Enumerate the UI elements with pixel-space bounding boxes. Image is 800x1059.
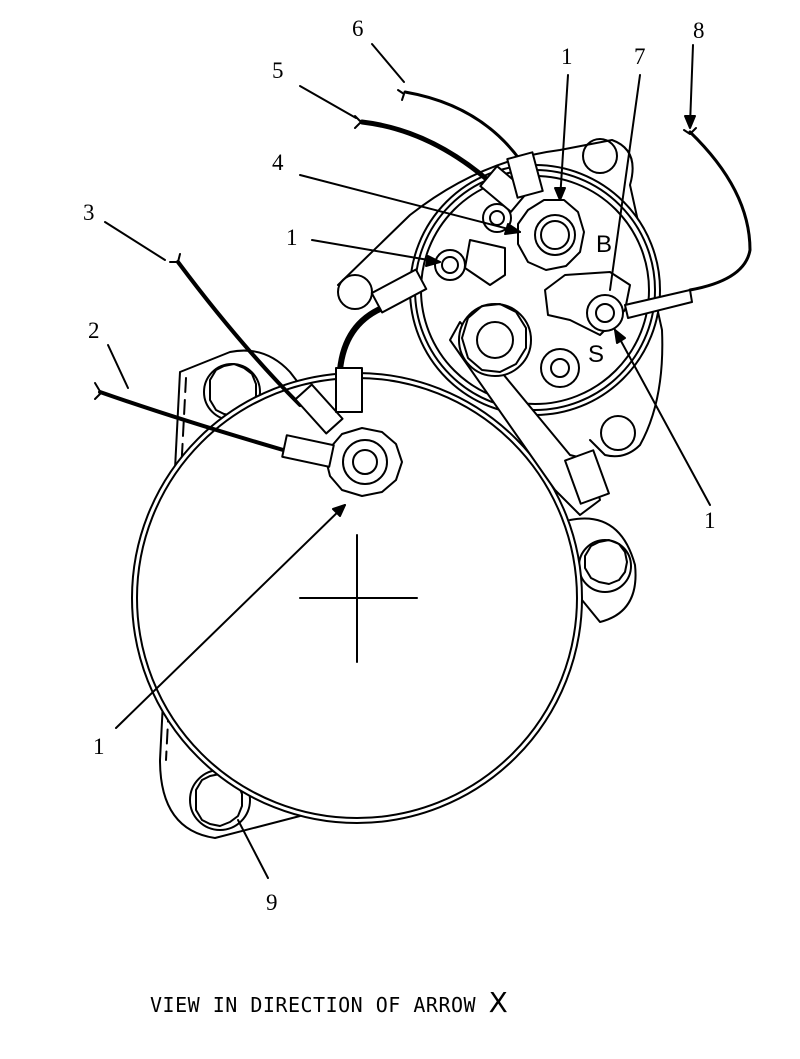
callout-2: 2	[88, 318, 100, 343]
callout-8: 8	[693, 18, 705, 43]
callout-7: 7	[634, 44, 646, 69]
wires	[94, 89, 752, 468]
callout-4: 4	[272, 150, 284, 175]
wire-2	[98, 390, 292, 454]
callout-3: 3	[83, 200, 95, 225]
terminal-label-s: S	[588, 341, 604, 368]
callout-labels: 1 7 6 8 5 4 3 1 2 1 1 9 B S	[83, 16, 716, 915]
motor-terminal-nut	[325, 427, 403, 497]
terminal-label-b: B	[596, 231, 612, 258]
wire-5	[359, 119, 493, 185]
callout-1-top: 1	[561, 44, 573, 69]
small-nut-lower	[540, 348, 580, 388]
s-terminal-nut	[586, 294, 624, 332]
wire-strap	[337, 302, 393, 373]
callout-1-right: 1	[704, 508, 716, 533]
callout-5: 5	[272, 58, 284, 83]
mounting-boss-right	[578, 539, 632, 593]
field-terminal-nut	[458, 303, 532, 377]
callout-1-bottom: 1	[93, 734, 105, 759]
callout-9: 9	[266, 890, 278, 915]
callout-6: 6	[352, 16, 364, 41]
caption-text: VIEW IN DIRECTION OF ARROW	[150, 993, 477, 1017]
solenoid-left-terminal	[434, 249, 466, 281]
view-caption: VIEW IN DIRECTION OF ARROW X	[150, 986, 508, 1019]
wire-8	[688, 130, 752, 292]
wire-6	[403, 90, 522, 162]
caption-arrow-letter: X	[488, 986, 509, 1019]
leader-lines	[104, 43, 711, 879]
callout-1-left: 1	[286, 225, 298, 250]
wire-3	[176, 260, 302, 407]
solenoid-flange	[337, 138, 664, 458]
center-mark	[299, 534, 418, 663]
